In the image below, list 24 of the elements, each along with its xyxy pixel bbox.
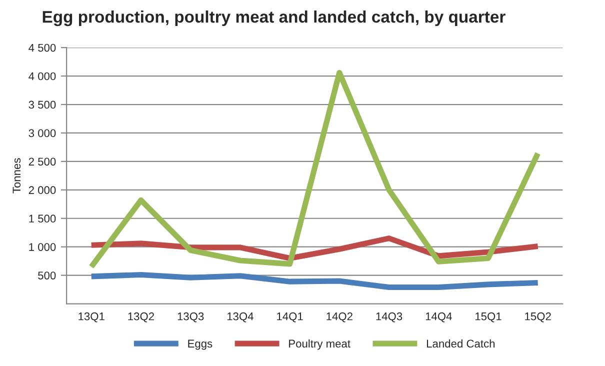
x-tick-label: 14Q3 <box>376 312 402 322</box>
x-tick-label: 15Q1 <box>475 312 502 322</box>
legend-label: Landed Catch <box>426 339 495 348</box>
y-tick-label: 500 <box>38 272 56 280</box>
legend-label: Poultry meat <box>289 339 350 350</box>
legend-label: Eggs <box>188 340 212 350</box>
y-tick-label: 3 000 <box>28 129 56 138</box>
x-tick-label: 15Q2 <box>525 312 551 322</box>
y-tick-label: 1 500 <box>29 214 56 223</box>
y-axis-title: Tonnes <box>12 158 21 194</box>
x-tick-label: 14Q1 <box>277 312 303 322</box>
x-tick-label: 13Q1 <box>78 312 104 322</box>
y-tick-label: 1 000 <box>29 243 56 251</box>
x-tick-label: 13Q4 <box>227 312 254 322</box>
chart-title: Egg production, poultry meat and landed catch, by quarter <box>42 10 506 26</box>
x-tick-label: 13Q3 <box>178 312 204 322</box>
x-tick-label: 13Q2 <box>128 312 154 322</box>
y-tick-label: 3 500 <box>28 100 56 109</box>
y-tick-label: 4 000 <box>28 72 56 80</box>
y-tick-label: 2 500 <box>28 158 56 166</box>
y-tick-label: 2 000 <box>28 186 56 194</box>
x-tick-label: 14Q2 <box>326 312 352 322</box>
x-tick-label: 14Q4 <box>426 312 452 322</box>
y-tick-label: 4 500 <box>28 44 56 52</box>
